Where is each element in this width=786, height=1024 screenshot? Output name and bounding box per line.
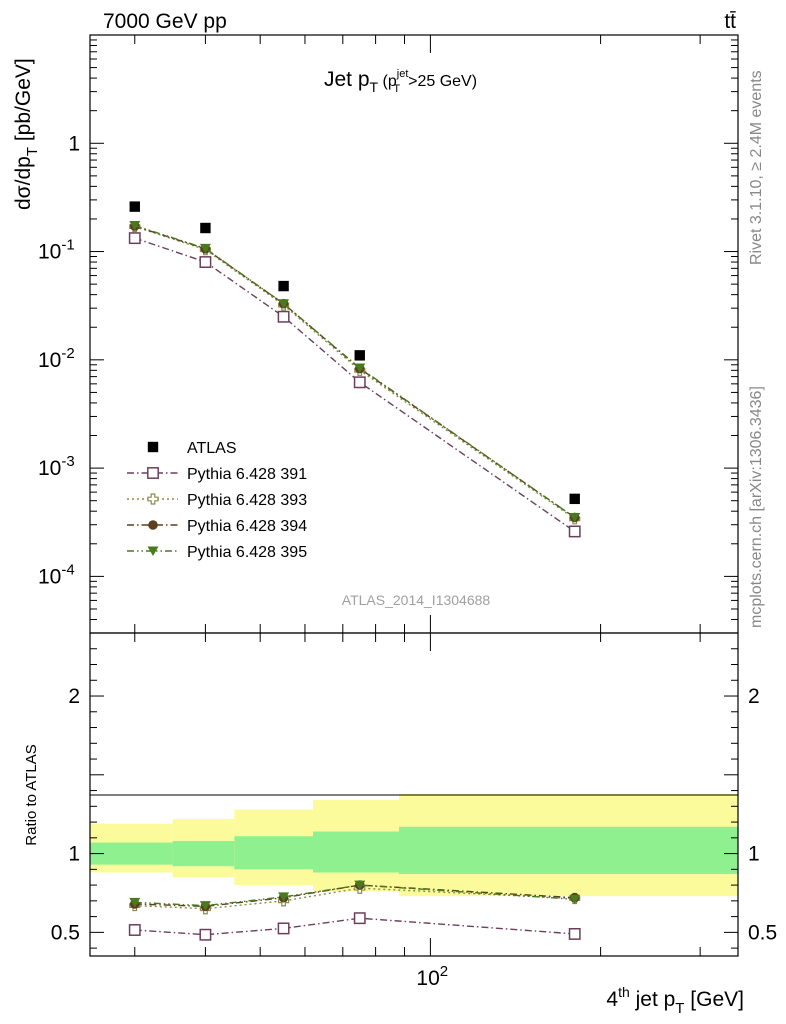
- ratio-series-0: [128, 912, 581, 941]
- main-series-layer: [128, 201, 581, 538]
- main-y-axis-label-sub: T: [24, 147, 41, 156]
- data-point: [569, 493, 580, 505]
- ratio-data-point: [129, 897, 141, 908]
- legend-entry: Pythia 6.428 395: [127, 544, 307, 561]
- legend-label: Pythia 6.428 393: [187, 492, 307, 509]
- ratio-data-point: [199, 928, 212, 941]
- ratio-uncertainty-bands: [90, 793, 738, 897]
- main-y-tick-label: 10-4: [38, 561, 75, 588]
- main-y-tick-labels: 10-4 10-3 10-2 10-1 1: [38, 132, 80, 588]
- header-energy-label: 7000 GeV pp: [103, 10, 227, 33]
- ratio-y-tick-label-right: 1: [748, 843, 760, 866]
- legend-label: Pythia 6.428 391: [187, 466, 307, 483]
- data-point: [353, 376, 366, 389]
- x-axis-label: 4th jet pT [GeV]: [606, 984, 744, 1017]
- ratio-data-point: [278, 892, 290, 902]
- mcplots-reference-label: mcplots.cern.ch [arXiv:1306.3436]: [748, 386, 765, 628]
- main-panel: 10-410-310-210-11 Jet pT (pjet T >25 GeV) …: [12, 34, 739, 634]
- main-y-tick-label: 10-3: [38, 453, 75, 480]
- stat-uncertainty-band: [172, 840, 235, 867]
- ratio-data-point: [277, 922, 290, 935]
- data-point: [128, 232, 141, 245]
- chart-title-sub: T: [370, 79, 379, 95]
- main-y-tick-label: 10-2: [38, 345, 75, 372]
- series-0: [129, 201, 580, 505]
- data-point: [568, 525, 581, 538]
- main-y-axis-label-tail: [pb/GeV]: [12, 58, 35, 147]
- series-4: [129, 221, 581, 523]
- data-point: [278, 299, 290, 309]
- ratio-plot-frame: [89, 632, 739, 957]
- legend: ATLAS Pythia 6.428 391 Pythia 6.428 393 Pyt…: [127, 440, 307, 561]
- data-point: [277, 310, 290, 323]
- legend-marker: [147, 546, 159, 556]
- series-line: [134, 224, 576, 519]
- series-1: [128, 232, 581, 538]
- legend-label: ATLAS: [187, 440, 237, 457]
- data-point: [354, 363, 366, 374]
- data-point: [569, 512, 581, 523]
- legend-marker: [147, 441, 159, 453]
- header-process-label: tt̄: [724, 10, 736, 33]
- legend-label: Pythia 6.428 395: [187, 544, 307, 561]
- stat-uncertainty-band: [90, 842, 173, 865]
- x-tick-labels: 102: [416, 963, 448, 990]
- data-point: [199, 243, 211, 254]
- main-y-tick-label: 10-1: [38, 237, 75, 264]
- legend-marker: [147, 493, 159, 505]
- legend-entry: Pythia 6.428 393: [127, 492, 307, 509]
- ratio-y-tick-label: 2: [68, 685, 80, 708]
- main-y-tick-label: 1: [68, 132, 80, 155]
- legend-entry: Pythia 6.428 391: [127, 466, 307, 483]
- main-y-axis-label: dσ/dpT [pb/GeV]: [12, 58, 41, 210]
- legend-marker: [147, 467, 159, 479]
- ratio-y-tick-labels: 0.5 0.5 1 1 2 2: [51, 685, 777, 944]
- ratio-data-point: [353, 912, 366, 925]
- ratio-y-axis-label: Ratio to ATLAS: [23, 744, 40, 845]
- stat-uncertainty-band: [234, 836, 314, 870]
- chart-title: Jet pT (pjet T >25 GeV): [324, 68, 477, 95]
- ratio-data-point: [199, 901, 211, 911]
- ratio-data-point: [128, 924, 141, 936]
- data-point: [129, 221, 141, 231]
- x-tick-label: 102: [416, 963, 448, 990]
- data-point: [278, 280, 289, 292]
- legend-entry: Pythia 6.428 394: [127, 518, 307, 535]
- ratio-y-tick-label-right: 2: [748, 685, 760, 708]
- ratio-y-tick-label: 1: [68, 843, 80, 866]
- data-point: [129, 201, 140, 212]
- legend-entry: ATLAS: [147, 440, 237, 457]
- ratio-data-point: [569, 894, 581, 905]
- ratio-y-tick-label: 0.5: [51, 921, 80, 944]
- chart-title-paren-sub: T: [393, 83, 400, 95]
- chart-title-paren-tail: >25 GeV): [408, 73, 477, 90]
- main-axis-ticks: [90, 34, 738, 634]
- data-point: [199, 256, 212, 268]
- legend-label: Pythia 6.428 394: [187, 518, 307, 535]
- stat-uncertainty-band: [313, 831, 400, 873]
- ratio-axis-ticks: [90, 632, 738, 956]
- rivet-version-label: Rivet 3.1.10, ≥ 2.4M events: [748, 70, 765, 265]
- ratio-panel: 0.5 0.5 1 1 2 2 Ratio to ATLAS 102 4th jet pT…: [23, 632, 777, 1017]
- ratio-y-tick-label-right: 0.5: [748, 921, 777, 944]
- ratio-data-point: [354, 880, 366, 891]
- data-point: [354, 350, 365, 361]
- chart-title-paren-open: (p: [378, 73, 397, 90]
- ratio-data-point: [568, 927, 581, 940]
- ratio-series-3: [129, 880, 581, 911]
- chart-title-paren-sup: jet: [396, 68, 409, 80]
- main-y-axis-label-main: dσ/dp: [12, 156, 35, 210]
- data-point: [200, 222, 211, 234]
- stat-uncertainty-band: [399, 826, 738, 875]
- legend-marker: [148, 520, 158, 530]
- chart-title-main: Jet p: [324, 68, 370, 91]
- analysis-watermark: ATLAS_2014_I1304688: [342, 592, 491, 608]
- ratio-series-layer: [128, 880, 581, 941]
